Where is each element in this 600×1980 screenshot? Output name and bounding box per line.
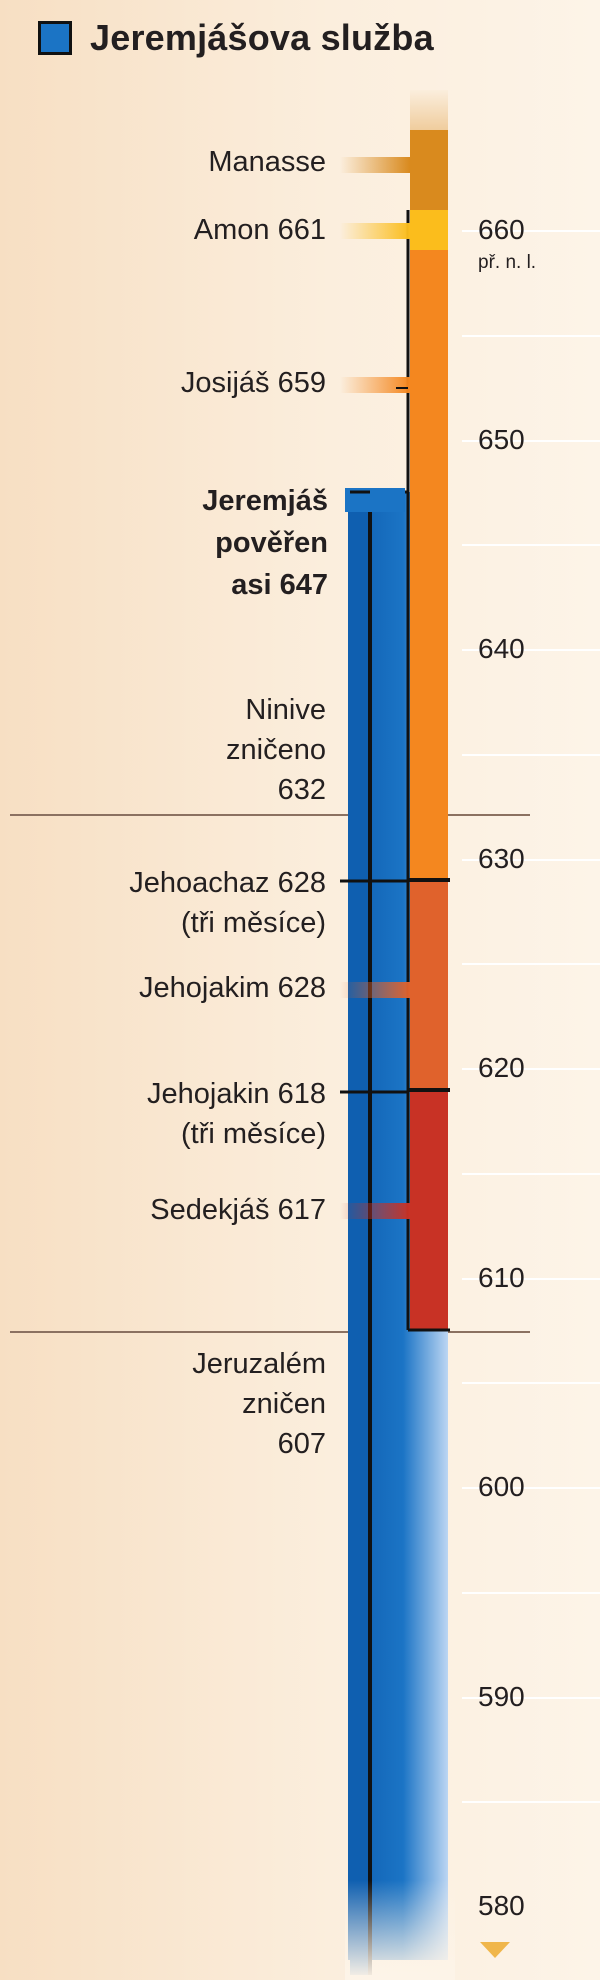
tick-label-600: 600 — [478, 1471, 525, 1502]
timeline-arrow-icon — [480, 1942, 510, 1958]
label-jehojakin: Jehojakin 618 (tři měsíce) — [147, 1078, 326, 1150]
label-jerusalem-destroyed: Jeruzalém zničen 607 — [192, 1348, 326, 1460]
label-jehojakim: Jehojakim 628 — [139, 972, 326, 1004]
sedekias-bar — [410, 1090, 448, 1330]
jehojakim-connector — [340, 982, 410, 998]
tick-line-650 — [462, 440, 600, 442]
label-manasse: Manasse — [208, 146, 326, 178]
amon-bar — [410, 210, 448, 250]
tick-line-635 — [462, 754, 600, 756]
tick-line-655 — [462, 335, 600, 337]
jerusalem-destroyed-line — [10, 1331, 530, 1333]
manasse-bar — [410, 130, 448, 210]
tick-line-605 — [462, 1382, 600, 1384]
manasse-connector — [340, 157, 410, 173]
tick-label-610: 610 — [478, 1262, 525, 1293]
tick-line-630 — [462, 859, 600, 861]
title-text: Jeremjášova služba — [90, 17, 434, 58]
tick-label-580: 580 — [478, 1890, 525, 1921]
label-josias: Josijáš 659 — [180, 367, 326, 399]
label-sedekias: Sedekjáš 617 — [150, 1194, 326, 1226]
tick-label-650: 650 — [478, 424, 525, 455]
tick-line-600 — [462, 1487, 600, 1489]
tick-label-660: 660 — [478, 214, 525, 245]
tick-label-630: 630 — [478, 843, 525, 874]
tick-line-625 — [462, 963, 600, 965]
tick-line-585 — [462, 1801, 600, 1803]
sedekias-connector — [340, 1203, 410, 1219]
axis-unit-label: př. n. l. — [478, 252, 537, 273]
tick-line-615 — [462, 1173, 600, 1175]
tick-line-610 — [462, 1278, 600, 1280]
amon-connector — [340, 223, 410, 239]
tick-line-590 — [462, 1697, 600, 1699]
tick-line-620 — [462, 1068, 600, 1070]
ministry-legend-swatch — [38, 21, 72, 55]
kings-bar — [405, 90, 450, 1332]
title: Jeremjášova služba — [38, 16, 434, 60]
tick-label-640: 640 — [478, 633, 525, 664]
label-jeremias-commissioned: Jeremjáš pověřen asi 647 — [202, 485, 328, 601]
label-jehoachaz: Jehoachaz 628 (tři měsíce) — [129, 867, 326, 939]
josias-bar — [410, 250, 448, 880]
tick-line-595 — [462, 1592, 600, 1594]
label-amon: Amon 661 — [193, 214, 326, 246]
tick-label-620: 620 — [478, 1052, 525, 1083]
tick-line-640 — [462, 649, 600, 651]
ninive-destroyed-line — [10, 814, 530, 816]
tick-line-645 — [462, 544, 600, 546]
tick-label-590: 590 — [478, 1681, 525, 1712]
jehojakim-bar — [410, 880, 448, 1090]
tick-line-660 — [462, 230, 600, 232]
josias-connector — [340, 377, 410, 393]
label-ninive-destroyed: Ninive zničeno 632 — [226, 694, 326, 806]
